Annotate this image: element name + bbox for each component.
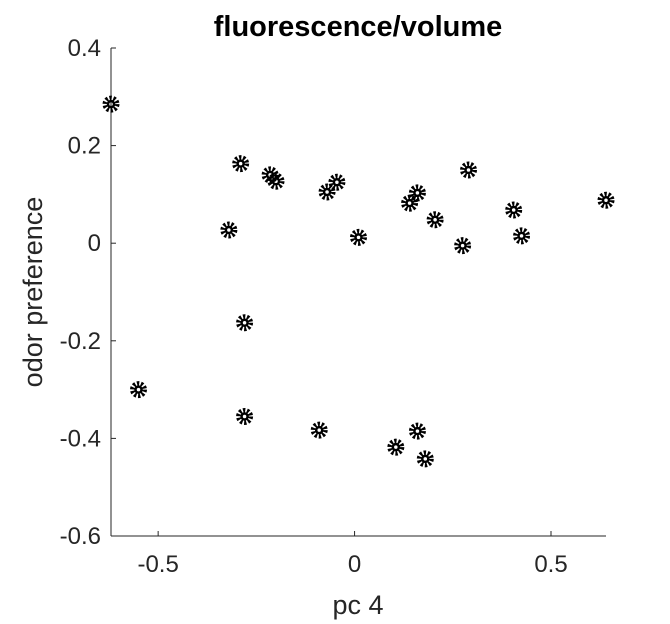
data-point-ring	[130, 381, 147, 399]
data-point	[220, 221, 238, 239]
y-tick-label: -0.6	[60, 523, 101, 550]
data-point-core	[509, 205, 518, 215]
data-point-core	[236, 159, 245, 168]
data-point-ring	[408, 184, 426, 202]
data-point-core	[430, 215, 440, 225]
y-tick-label: -0.2	[60, 328, 101, 355]
data-point-core	[240, 318, 249, 327]
data-point	[130, 381, 147, 399]
data-point-ring	[102, 95, 120, 113]
data-point	[328, 173, 346, 191]
y-tick-label: 0.2	[68, 133, 101, 160]
data-point	[460, 161, 477, 179]
data-point-ring	[220, 221, 238, 239]
x-axis-label: pc 4	[332, 590, 383, 620]
data-point-ring	[387, 438, 405, 456]
data-point-core	[405, 198, 414, 208]
data-point	[236, 407, 254, 425]
data-point-core	[413, 188, 422, 198]
data-point-core	[464, 165, 473, 175]
data-point-ring	[401, 194, 419, 212]
data-point	[102, 95, 120, 113]
data-point	[454, 237, 472, 255]
y-tick-label: 0	[88, 230, 101, 257]
data-point-ring	[454, 237, 472, 255]
y-tick-label: 0.4	[68, 35, 101, 62]
data-point-core	[134, 385, 143, 394]
y-tick-label: -0.4	[60, 425, 101, 452]
data-point	[267, 172, 285, 190]
axes	[110, 48, 606, 537]
data-point	[318, 183, 336, 201]
data-point	[408, 184, 426, 202]
data-point-core	[391, 442, 401, 452]
x-ticks: -0.5 0 0.5	[137, 531, 568, 578]
data-point	[401, 194, 419, 212]
data-point-core	[322, 187, 332, 197]
data-point	[426, 211, 444, 229]
chart-title: fluorescence/volume	[214, 11, 503, 43]
data-point-ring	[416, 450, 434, 468]
data-point-core	[224, 225, 234, 235]
x-tick-label: 0.5	[534, 551, 567, 578]
data-point-ring	[267, 172, 285, 190]
y-ticks: -0.6 -0.4 -0.2 0 0.2 0.4	[60, 35, 116, 550]
x-tick-label: 0	[348, 551, 361, 578]
data-point-core	[332, 177, 342, 187]
x-tick-label: -0.5	[137, 551, 178, 578]
data-point-ring	[597, 191, 615, 209]
data-point-core	[458, 241, 467, 250]
data-point-core	[413, 426, 422, 436]
data-point-core	[106, 99, 116, 109]
data-point-ring	[408, 422, 426, 440]
data-point-core	[314, 425, 324, 435]
data-point	[310, 421, 328, 439]
data-point	[513, 227, 531, 245]
data-point	[416, 450, 434, 468]
data-point	[597, 191, 615, 209]
data-point	[408, 422, 426, 440]
data-point-ring	[460, 161, 477, 179]
data-point-core	[354, 233, 363, 242]
data-point-ring	[328, 173, 346, 191]
data-point-ring	[232, 155, 250, 173]
data-point	[350, 228, 367, 246]
data-point-core	[601, 196, 611, 205]
data-point	[236, 314, 254, 332]
data-points	[102, 95, 615, 468]
data-point	[505, 201, 523, 219]
data-point-core	[271, 176, 281, 186]
data-point	[387, 438, 405, 456]
data-point-core	[421, 454, 430, 464]
y-axis-label: odor preference	[18, 197, 48, 388]
data-point-ring	[310, 421, 328, 439]
data-point-ring	[350, 228, 367, 246]
data-point-ring	[505, 201, 523, 219]
data-point-core	[240, 412, 249, 421]
data-point-ring	[513, 227, 531, 245]
data-point-ring	[236, 314, 254, 332]
data-point-ring	[318, 183, 336, 201]
data-point-ring	[426, 211, 444, 229]
data-point	[232, 155, 250, 173]
data-point-core	[517, 231, 526, 241]
data-point-ring	[236, 407, 254, 425]
